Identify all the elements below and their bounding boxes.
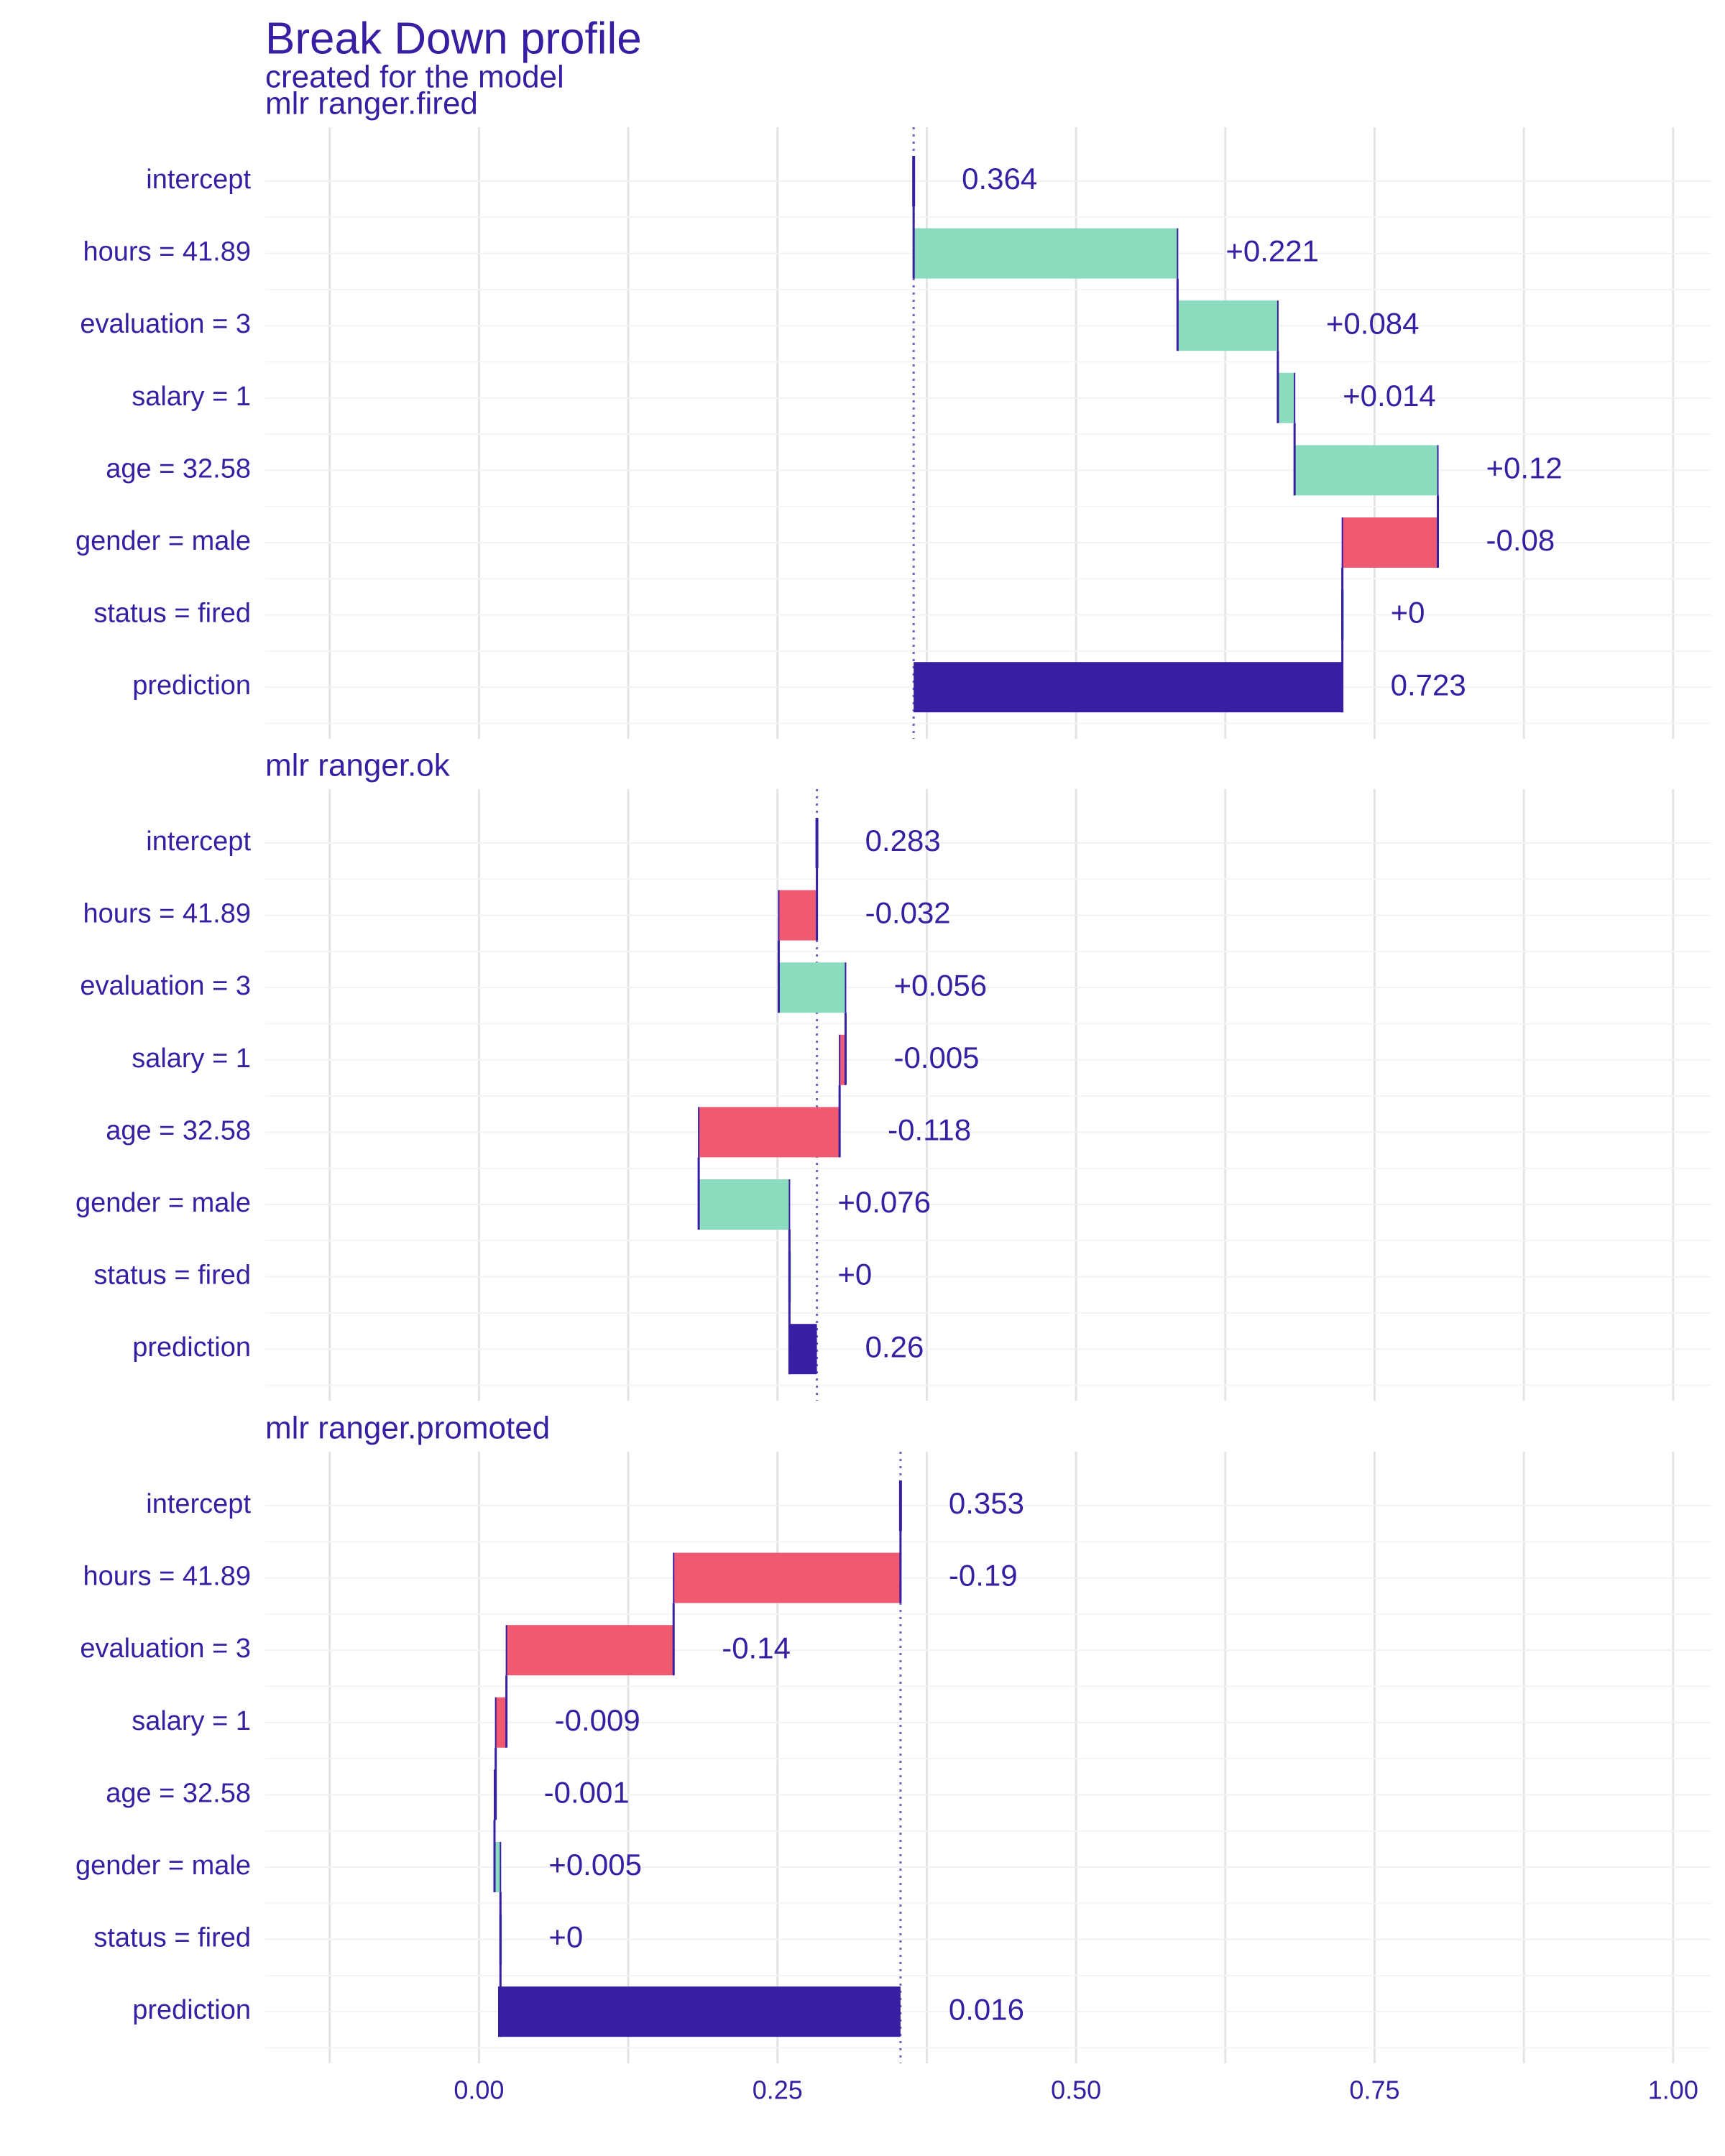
y-tick-label: age = 32.58 — [106, 1115, 251, 1146]
value-label: -0.005 — [893, 1041, 979, 1074]
y-tick-label: salary = 1 — [132, 1706, 251, 1736]
y-tick-label: intercept — [146, 165, 251, 195]
value-label: -0.19 — [949, 1559, 1018, 1593]
contribution-bar — [1177, 300, 1278, 351]
value-label: -0.009 — [555, 1703, 640, 1737]
panel-title: mlr ranger.ok — [265, 748, 451, 783]
value-label: -0.14 — [722, 1631, 791, 1664]
value-label: 0.283 — [865, 824, 941, 857]
y-tick-label: evaluation = 3 — [80, 309, 251, 339]
contribution-bar — [778, 890, 817, 941]
contribution-bar — [914, 228, 1178, 279]
value-label: 0.016 — [949, 1992, 1024, 2026]
y-tick-label: evaluation = 3 — [80, 971, 251, 1001]
contribution-bar — [1294, 445, 1438, 496]
y-tick-label: prediction — [132, 671, 251, 701]
value-label: +0 — [837, 1258, 872, 1291]
value-label: +0.076 — [837, 1185, 931, 1219]
x-tick-label: 1.00 — [1648, 2076, 1698, 2105]
contribution-bar — [699, 1107, 840, 1158]
y-tick-label: status = fired — [93, 1261, 251, 1291]
x-tick-label: 0.00 — [454, 2076, 504, 2105]
x-tick-label: 0.50 — [1051, 2076, 1101, 2105]
x-tick-label: 0.25 — [753, 2076, 803, 2105]
value-label: +0 — [548, 1920, 583, 1954]
value-label: 0.353 — [949, 1486, 1024, 1520]
y-tick-label: gender = male — [75, 1188, 251, 1218]
value-label: -0.001 — [544, 1775, 630, 1809]
value-label: +0.221 — [1225, 234, 1319, 268]
y-tick-label: gender = male — [75, 526, 251, 556]
contribution-bar — [778, 962, 846, 1013]
y-tick-label: gender = male — [75, 1851, 251, 1881]
contribution-bar — [1342, 517, 1438, 568]
y-tick-label: status = fired — [93, 599, 251, 629]
y-tick-label: age = 32.58 — [106, 453, 251, 484]
contribution-bar — [506, 1625, 674, 1676]
contribution-bar — [673, 1552, 901, 1603]
value-label: +0.005 — [548, 1848, 642, 1881]
y-tick-label: evaluation = 3 — [80, 1634, 251, 1664]
y-tick-label: age = 32.58 — [106, 1778, 251, 1808]
y-tick-label: hours = 41.89 — [83, 237, 251, 267]
chart-title: Break Down profile — [265, 14, 642, 63]
panel-title: mlr ranger.promoted — [265, 1411, 550, 1446]
value-label: -0.08 — [1486, 523, 1555, 557]
prediction-bar — [914, 662, 1343, 713]
y-tick-label: prediction — [132, 1332, 251, 1363]
contribution-bar — [1277, 372, 1295, 423]
y-tick-label: intercept — [146, 1489, 251, 1519]
value-label: 0.26 — [865, 1330, 924, 1363]
value-label: +0 — [1391, 596, 1425, 630]
contribution-bar — [840, 1034, 846, 1085]
prediction-bar — [497, 1986, 901, 2037]
x-tick-label: 0.75 — [1349, 2076, 1399, 2105]
y-tick-label: status = fired — [93, 1923, 251, 1953]
value-label: 0.723 — [1391, 668, 1466, 701]
chart-subtitle: created for the model — [265, 60, 564, 95]
y-tick-label: hours = 41.89 — [83, 899, 251, 929]
value-label: -0.032 — [865, 896, 951, 930]
y-tick-label: intercept — [146, 826, 251, 857]
contribution-bar — [494, 1842, 501, 1892]
value-label: +0.014 — [1343, 379, 1436, 413]
value-label: +0.084 — [1326, 306, 1420, 340]
value-label: +0.12 — [1486, 451, 1563, 484]
value-label: 0.364 — [962, 162, 1037, 195]
panel-title: mlr ranger.fired — [265, 86, 478, 121]
contribution-bar — [495, 1697, 507, 1748]
y-tick-label: hours = 41.89 — [83, 1562, 251, 1592]
prediction-bar — [789, 1324, 817, 1375]
y-tick-label: salary = 1 — [132, 1044, 251, 1074]
value-label: +0.056 — [893, 968, 987, 1002]
value-label: -0.118 — [888, 1112, 971, 1146]
y-tick-label: prediction — [132, 1995, 251, 2025]
y-tick-label: salary = 1 — [132, 382, 251, 412]
contribution-bar — [699, 1179, 790, 1230]
